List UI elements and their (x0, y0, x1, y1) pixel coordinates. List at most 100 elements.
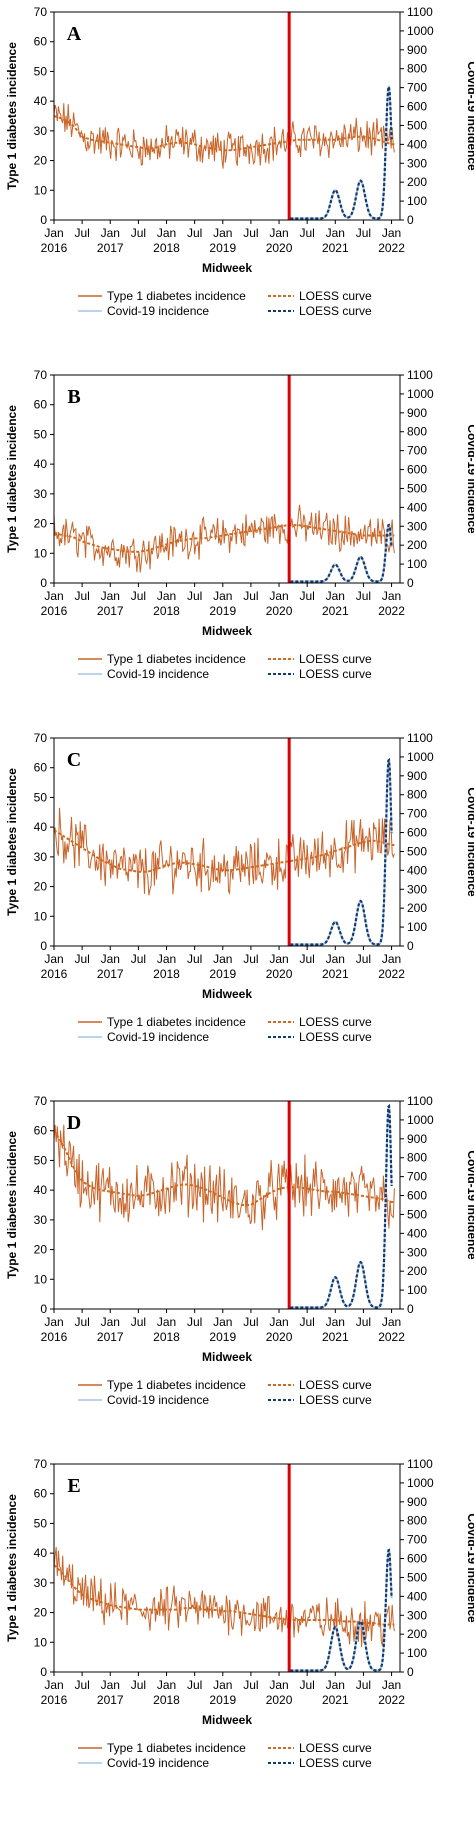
left-tick-label: 30 (34, 850, 48, 864)
legend-E: Type 1 diabetes incidence LOESS curve Covi… (78, 1741, 372, 1770)
panel-A: A010203040506070010020030040050060070080… (5, 5, 474, 318)
right-tick-label: 1000 (407, 387, 434, 401)
right-tick-label: 900 (407, 406, 427, 420)
right-tick-label: 300 (407, 1245, 427, 1259)
legend-D: Type 1 diabetes incidence LOESS curve Covi… (78, 1378, 372, 1407)
x-tick-month-label: Jan (326, 1315, 345, 1329)
x-tick-month-label: Jan (44, 1678, 63, 1692)
x-tick-year-label: 2017 (97, 241, 124, 255)
x-tick-month-label: Jan (157, 1678, 176, 1692)
left-tick-label: 0 (40, 1302, 47, 1316)
left-tick-label: 10 (34, 183, 48, 197)
x-tick-month-label: Jul (299, 589, 314, 603)
left-tick-label: 30 (34, 487, 48, 501)
left-tick-label: 40 (34, 1546, 48, 1560)
left-tick-label: 40 (34, 820, 48, 834)
right-tick-label: 400 (407, 1226, 427, 1240)
right-axis-title: Covid-19 incidence (465, 424, 474, 534)
right-tick-label: 800 (407, 1514, 427, 1528)
x-axis-title: Midweek (202, 1350, 252, 1364)
x-tick-year-label: 2019 (209, 967, 236, 981)
x-axis-title: Midweek (202, 987, 252, 1001)
x-tick-month-label: Jan (101, 1678, 120, 1692)
right-tick-label: 400 (407, 137, 427, 151)
x-tick-month-label: Jan (326, 952, 345, 966)
covid-loess-curve-E (290, 1548, 393, 1672)
left-tick-label: 40 (34, 1183, 48, 1197)
left-tick-label: 60 (34, 761, 48, 775)
left-tick-label: 20 (34, 517, 48, 531)
left-tick-label: 20 (34, 154, 48, 168)
x-tick-month-label: Jul (356, 589, 371, 603)
legend-label-covid-loess: LOESS curve (299, 304, 372, 318)
x-tick-month-label: Jul (356, 952, 371, 966)
panel-letter-D: D (67, 1112, 81, 1134)
legend-label-t1d: Type 1 diabetes incidence (107, 289, 246, 303)
x-tick-month-label: Jan (213, 226, 232, 240)
covid-incidence-line-E (290, 1548, 393, 1672)
x-tick-month-label: Jul (243, 226, 258, 240)
t1d-loess-curve-D (54, 1130, 395, 1206)
x-tick-year-label: 2018 (153, 1693, 180, 1707)
x-tick-month-label: Jul (356, 1678, 371, 1692)
legend-label-t1d-loess: LOESS curve (299, 1378, 372, 1392)
left-axis-title: Type 1 diabetes incidence (5, 768, 19, 916)
x-tick-month-label: Jan (269, 1678, 288, 1692)
right-tick-label: 600 (407, 1552, 427, 1566)
legend-label-t1d: Type 1 diabetes incidence (107, 652, 246, 666)
panel-letter-E: E (67, 1475, 80, 1497)
covid-loess-curve-C (290, 757, 393, 946)
right-tick-label: 800 (407, 1151, 427, 1165)
plot-frame-A (53, 11, 401, 221)
covid-incidence-line-C (290, 758, 393, 946)
right-tick-label: 1100 (407, 731, 433, 745)
right-tick-label: 300 (407, 1608, 427, 1622)
left-tick-label: 30 (34, 1213, 48, 1227)
x-tick-year-label: 2020 (266, 1693, 293, 1707)
x-tick-month-label: Jul (74, 952, 89, 966)
x-tick-year-label: 2017 (97, 604, 124, 618)
panel-letter-A: A (67, 23, 82, 45)
right-tick-label: 0 (407, 213, 414, 227)
x-axis-title: Midweek (202, 1713, 252, 1727)
covid-loess-curve-A (290, 84, 393, 220)
x-tick-year-label: 2018 (153, 241, 180, 255)
left-tick-label: 0 (40, 576, 47, 590)
x-tick-month-label: Jan (101, 589, 120, 603)
x-tick-month-label: Jul (74, 1315, 89, 1329)
t1d-incidence-line-D (54, 1124, 395, 1231)
plot-frame-B (53, 374, 401, 584)
t1d-loess-curve-A (54, 115, 395, 152)
left-axis-title: Type 1 diabetes incidence (5, 1494, 19, 1642)
x-tick-month-label: Jul (187, 226, 202, 240)
x-tick-year-label: 2018 (153, 967, 180, 981)
x-tick-month-label: Jul (131, 589, 146, 603)
left-tick-label: 20 (34, 880, 48, 894)
legend-label-covid-loess: LOESS curve (299, 667, 372, 681)
left-tick-label: 40 (34, 457, 48, 471)
x-tick-year-label: 2016 (41, 1693, 68, 1707)
right-tick-label: 1100 (407, 368, 433, 382)
x-tick-month-label: Jan (269, 226, 288, 240)
right-tick-label: 900 (407, 43, 427, 57)
x-tick-year-label: 2021 (322, 241, 349, 255)
right-tick-label: 700 (407, 81, 427, 95)
left-tick-label: 40 (34, 94, 48, 108)
covid-loess-curve-D (290, 1103, 393, 1309)
legend-label-t1d-loess: LOESS curve (299, 289, 372, 303)
right-tick-label: 200 (407, 1264, 427, 1278)
t1d-loess-curve-C (54, 829, 395, 873)
left-tick-label: 70 (34, 5, 48, 19)
right-tick-label: 200 (407, 175, 427, 189)
right-tick-label: 700 (407, 1533, 427, 1547)
left-tick-label: 0 (40, 939, 47, 953)
x-tick-month-label: Jul (299, 952, 314, 966)
right-tick-label: 0 (407, 576, 414, 590)
x-tick-month-label: Jul (131, 1315, 146, 1329)
x-tick-month-label: Jul (243, 1315, 258, 1329)
left-tick-label: 70 (34, 1457, 48, 1471)
left-tick-label: 10 (34, 546, 48, 560)
left-tick-label: 0 (40, 1665, 47, 1679)
x-tick-year-label: 2022 (378, 1330, 405, 1344)
x-tick-year-label: 2017 (97, 1693, 124, 1707)
